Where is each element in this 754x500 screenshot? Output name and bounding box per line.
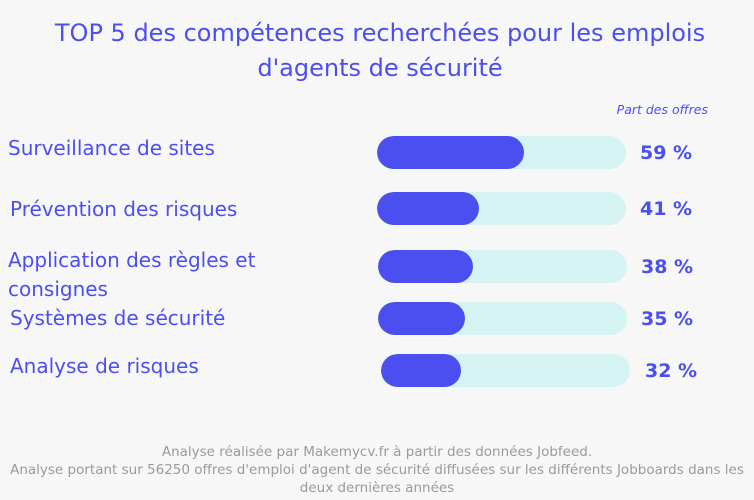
footer-line-2: Analyse portant sur 56250 offres d'emplo… bbox=[10, 462, 744, 496]
footer-line-1: Analyse réalisée par Makemycv.fr à parti… bbox=[161, 444, 593, 460]
bar-track bbox=[381, 354, 630, 387]
value-label: 32 % bbox=[645, 360, 698, 382]
category-label: Application des règles et consignes bbox=[8, 248, 256, 301]
value-label: 38 % bbox=[641, 256, 694, 278]
bar bbox=[377, 136, 524, 169]
bar-track bbox=[377, 192, 626, 225]
value-label: 41 % bbox=[640, 198, 693, 220]
bar bbox=[377, 192, 480, 225]
bar bbox=[381, 354, 461, 387]
column-header: Part des offres bbox=[616, 102, 708, 117]
bar bbox=[378, 250, 473, 283]
category-label: Systèmes de sécurité bbox=[10, 306, 226, 330]
footer: Analyse réalisée par Makemycv.fr à parti… bbox=[10, 443, 744, 497]
bar-track bbox=[378, 302, 627, 335]
category-label: Surveillance de sites bbox=[8, 136, 215, 160]
chart-title: TOP 5 des compétences recherchées pour l… bbox=[54, 19, 706, 82]
category-label: Prévention des risques bbox=[10, 197, 238, 221]
category-label: Analyse de risques bbox=[10, 354, 199, 378]
bar-track bbox=[377, 136, 626, 169]
value-label: 59 % bbox=[640, 142, 693, 164]
value-label: 35 % bbox=[641, 308, 694, 330]
bar-track bbox=[378, 250, 627, 283]
bar bbox=[378, 302, 466, 335]
